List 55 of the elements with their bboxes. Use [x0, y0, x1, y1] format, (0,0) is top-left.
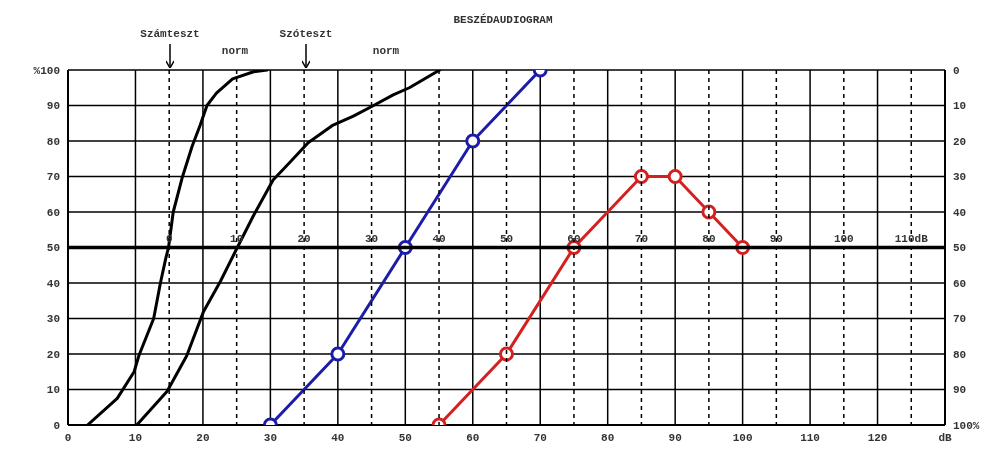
point [667, 169, 683, 184]
x2-tick-label: 30 [364, 232, 379, 245]
y-tick-label: 40 [46, 277, 60, 290]
y2-tick-label: 40 [953, 206, 967, 219]
x-tick-label: 100 [732, 431, 753, 444]
text: norm [220, 45, 250, 57]
y-tick-label: 50 [46, 242, 60, 255]
x-tick-label: 20 [196, 431, 210, 444]
x2-tick-label: 90 [769, 232, 783, 245]
x2-tick-label: 70 [634, 232, 649, 245]
x2-tick-label: 80 [702, 232, 716, 245]
x-tick-label: 10 [128, 431, 143, 444]
y2-tick-label: 90 [953, 384, 967, 397]
x2-tick-label: 110dB [894, 232, 929, 245]
x2-tick-label: 100 [833, 232, 854, 245]
x2-tick-label: 0 [165, 232, 173, 245]
y2-tick-label: 0 [953, 64, 960, 77]
point [701, 204, 717, 220]
y-tick-label: %100 [33, 64, 60, 77]
chart-title: BESZÉDAUDIOGRAM [452, 14, 554, 26]
y-tick-label: 20 [46, 348, 60, 361]
x-tick-label: 60 [466, 431, 480, 444]
y-tick-label: 80 [46, 135, 60, 148]
y2-tick-label: 60 [953, 277, 967, 290]
y2-tick-label: 100% [953, 419, 980, 432]
y2-tick-label: 70 [953, 313, 967, 326]
y-tick-label: 60 [46, 206, 60, 219]
y2-tick-label: 30 [953, 171, 967, 184]
y-tick-label: 0 [53, 419, 60, 432]
x-tick-label: 120 [867, 431, 888, 444]
x-tick-label: 50 [398, 431, 412, 444]
y2-tick-label: 10 [953, 100, 967, 113]
x-tick-label: 110 [800, 431, 820, 444]
point [633, 169, 649, 184]
x-tick-label: 80 [601, 431, 615, 444]
text: Szóteszt [278, 28, 334, 40]
x2-tick-label: 20 [297, 232, 311, 245]
text: Számteszt [139, 28, 201, 40]
y2-tick-label: 20 [953, 135, 967, 148]
x-tick-label: 0 [64, 431, 72, 444]
y2-tick-label: 80 [953, 348, 967, 361]
y-tick-label: 10 [46, 384, 60, 397]
x-tick-label: 40 [331, 431, 345, 444]
x-tick-label: 30 [263, 431, 277, 444]
x-tick-label: 90 [668, 431, 682, 444]
x2-tick-label: 40 [432, 232, 446, 245]
point [465, 133, 481, 149]
x-tick-label: dB [938, 431, 952, 444]
x2-tick-label: 50 [499, 232, 514, 245]
y-tick-label: 70 [46, 171, 60, 184]
y-tick-label: 30 [46, 313, 60, 326]
text: norm [371, 45, 401, 57]
y2-tick-label: 50 [953, 242, 967, 255]
x-tick-label: 70 [533, 431, 547, 444]
y-tick-label: 90 [46, 100, 60, 113]
